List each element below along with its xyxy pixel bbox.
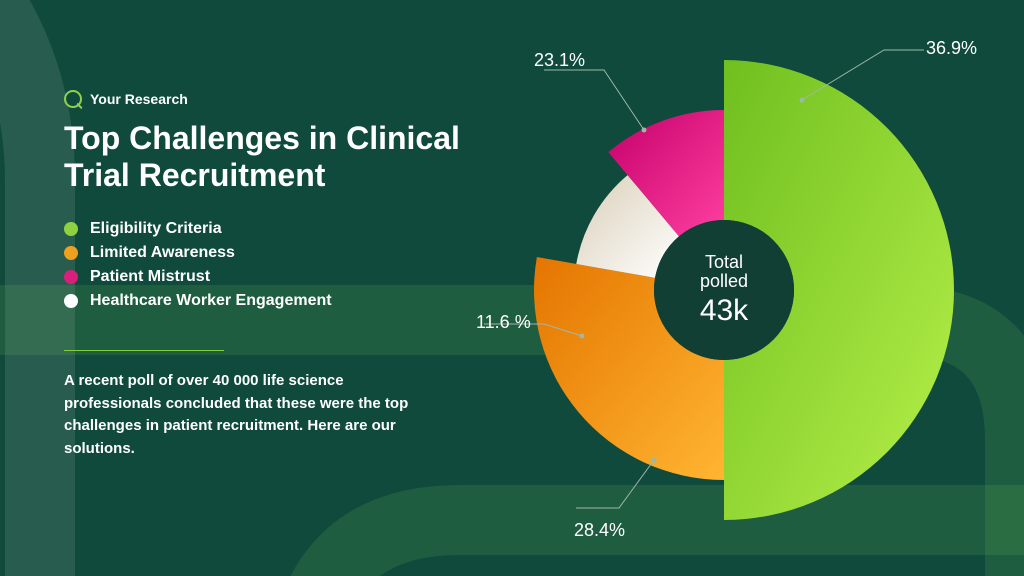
brand-label: Your Research [90,91,188,107]
hub-value: 43k [700,294,748,328]
pct-label-eligibility: 36.9% [926,38,977,59]
legend: Eligibility Criteria Limited Awareness Pat… [64,220,332,310]
divider [64,350,224,351]
pct-label-engagement: 11.6 % [476,312,531,333]
legend-item: Patient Mistrust [64,268,332,286]
legend-label: Healthcare Worker Engagement [90,292,332,310]
leader-line [544,70,644,130]
legend-dot [64,270,78,284]
legend-item: Healthcare Worker Engagement [64,292,332,310]
legend-label: Limited Awareness [90,244,235,262]
leader-line [576,460,654,508]
legend-dot [64,294,78,308]
legend-label: Eligibility Criteria [90,220,222,238]
brand: Your Research [64,90,188,108]
legend-item: Eligibility Criteria [64,220,332,238]
pct-label-mistrust: 23.1% [534,50,585,71]
search-icon [64,90,82,108]
legend-label: Patient Mistrust [90,268,210,286]
hub-label-1: Total [705,252,743,273]
chart-center-hub: Total polled 43k [654,220,794,360]
description: A recent poll of over 40 000 life scienc… [64,370,444,460]
legend-dot [64,246,78,260]
pct-label-awareness: 28.4% [574,520,625,541]
legend-dot [64,222,78,236]
legend-item: Limited Awareness [64,244,332,262]
page-title: Top Challenges in Clinical Trial Recruit… [64,120,494,194]
hub-label-2: polled [700,271,748,292]
polar-chart: Total polled 43k 36.9% 28.4% 11.6 % 23.1% [464,30,984,550]
infographic-canvas: Your Research Top Challenges in Clinical… [0,0,1024,576]
